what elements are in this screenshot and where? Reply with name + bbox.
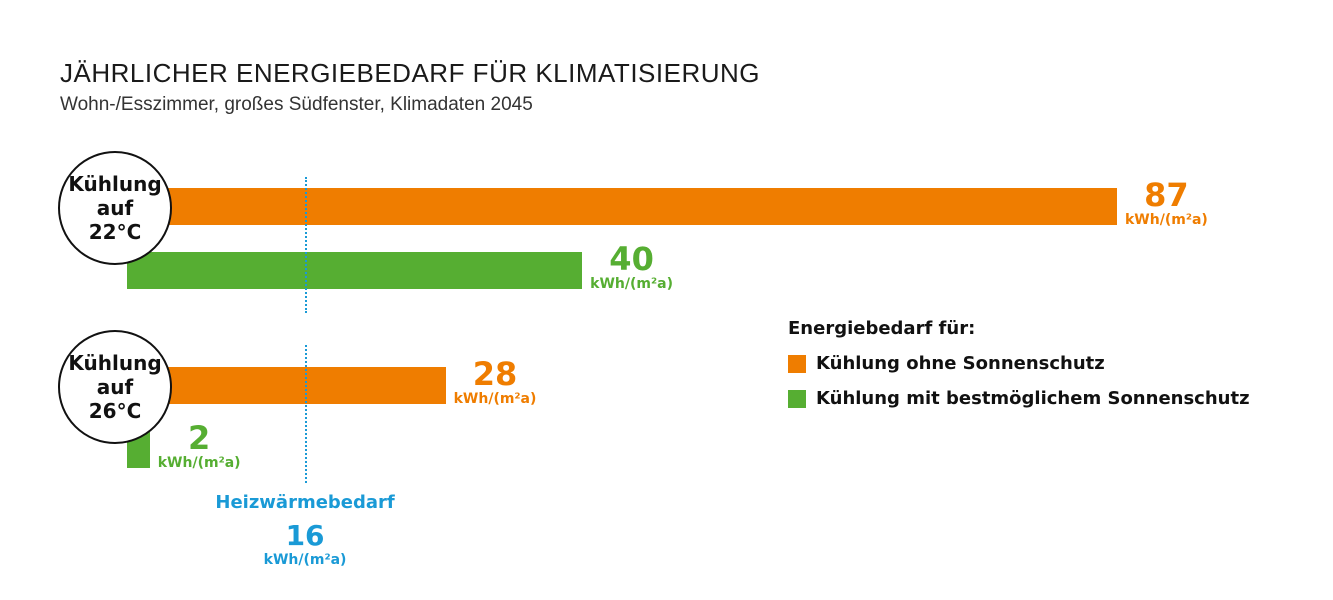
group-label-line: 26°C [88, 399, 142, 423]
group-label-line: Kühlung [68, 172, 162, 196]
reference-line [305, 177, 308, 313]
reference-number: 16 [285, 519, 325, 552]
group-label-circle: Kühlung auf 22°C [58, 151, 172, 265]
legend-title: Energiebedarf für: [788, 318, 976, 339]
chart-title: JÄHRLICHER ENERGIEBEDARF FÜR KLIMATISIER… [60, 58, 761, 88]
group-label-line: auf [96, 196, 134, 220]
value-unit: kWh/(m²a) [453, 391, 537, 407]
value-unit: kWh/(m²a) [157, 455, 241, 471]
value-unit: kWh/(m²a) [1125, 212, 1208, 228]
chart-subtitle: Wohn-/Esszimmer, großes Südfenster, Klim… [60, 94, 533, 115]
group-label-line: 22°C [88, 220, 142, 244]
bar-ohne [127, 188, 1117, 225]
reference-label: Heizwärmebedarf [215, 492, 395, 513]
bar-ohne [127, 367, 446, 404]
data-label: 87 kWh/(m²a) [1125, 178, 1208, 228]
legend-item-mit: Kühlung mit bestmöglichem Sonnenschutz [788, 388, 1250, 409]
data-label: 28 kWh/(m²a) [454, 357, 537, 407]
data-label: 2 kWh/(m²a) [158, 421, 241, 471]
value-number: 2 [188, 419, 211, 457]
value-number: 28 [472, 355, 518, 393]
legend-swatch-orange [788, 354, 806, 373]
legend-item-ohne: Kühlung ohne Sonnenschutz [788, 353, 1250, 374]
legend-swatch-green [788, 389, 806, 408]
legend-label: Kühlung mit bestmöglichem Sonnenschutz [816, 388, 1250, 409]
reference-line [305, 345, 308, 483]
legend: Energiebedarf für: Kühlung ohne Sonnensc… [788, 318, 1250, 423]
data-label: 40 kWh/(m²a) [590, 242, 673, 292]
legend-label: Kühlung ohne Sonnenschutz [816, 353, 1105, 374]
group-label-circle: Kühlung auf 26°C [58, 330, 172, 444]
reference-value: 16 kWh/(m²a) [245, 519, 365, 569]
value-number: 40 [609, 240, 654, 278]
value-unit: kWh/(m²a) [590, 276, 673, 292]
group-label-line: auf [96, 375, 134, 399]
bar-mit [127, 252, 583, 289]
value-number: 87 [1144, 176, 1189, 214]
reference-unit: kWh/(m²a) [263, 552, 347, 568]
group-label-line: Kühlung [68, 351, 162, 375]
